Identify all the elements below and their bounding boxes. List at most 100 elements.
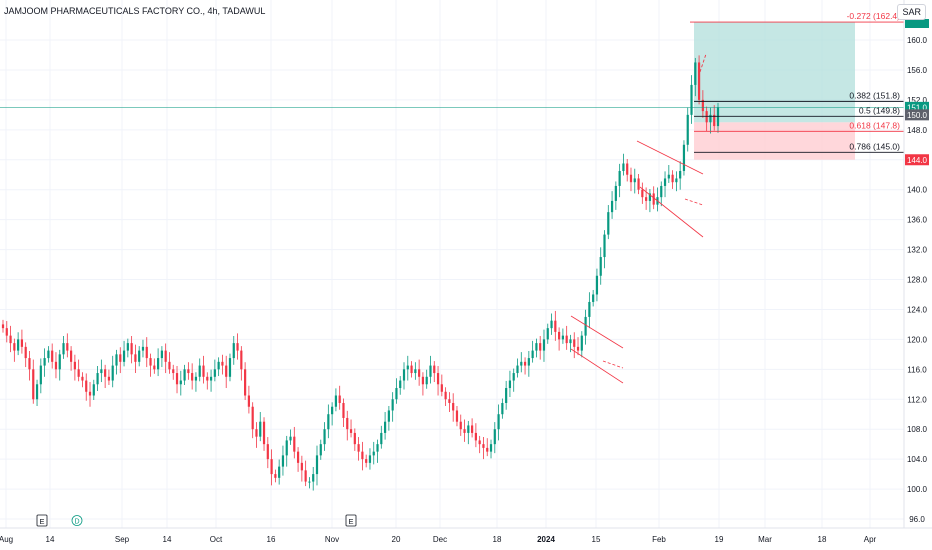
candle-body bbox=[175, 373, 179, 385]
y-tick-label: 136.0 bbox=[907, 216, 928, 225]
x-tick-label: Dec bbox=[433, 535, 447, 544]
candle-body bbox=[289, 436, 292, 441]
candle-body bbox=[512, 373, 515, 381]
channel-line bbox=[602, 360, 624, 369]
channel-line bbox=[639, 186, 704, 238]
candle-body bbox=[406, 365, 409, 370]
candle-body bbox=[66, 343, 69, 351]
candle-body bbox=[5, 328, 8, 336]
candle-body bbox=[236, 343, 239, 351]
price-label-entry: 150.0 bbox=[905, 109, 929, 121]
candle-body bbox=[206, 376, 209, 381]
candle-body bbox=[387, 410, 390, 422]
candle-body bbox=[444, 391, 447, 400]
y-tick-label: 116.0 bbox=[907, 365, 927, 374]
candle-body bbox=[353, 432, 356, 445]
dividend-marker[interactable]: D bbox=[71, 515, 83, 526]
candle-body bbox=[107, 376, 111, 381]
candle-body bbox=[486, 447, 489, 452]
svg-text:150.0: 150.0 bbox=[907, 111, 928, 120]
price-label-target bbox=[905, 19, 929, 28]
candle-body bbox=[482, 444, 485, 448]
time-axis[interactable]: Aug 14 Sep 14 Oct 16 Nov 20 Dec 18 2024 15 Feb 19 Mar 1… bbox=[0, 535, 877, 544]
candle-body bbox=[141, 346, 145, 351]
candle-body bbox=[399, 380, 402, 389]
x-tick-label: 18 bbox=[493, 535, 502, 544]
price-label-stop: 144.0 bbox=[905, 154, 929, 166]
candle-body bbox=[217, 361, 220, 370]
x-tick-label: Aug bbox=[0, 535, 13, 544]
candle-body bbox=[62, 343, 65, 355]
candle-body bbox=[51, 350, 54, 362]
symbol-title: JAMJOOM PHARMACEUTICALS FACTORY CO., 4h,… bbox=[4, 6, 266, 16]
candlestick-series bbox=[1, 55, 720, 491]
position-zones bbox=[694, 22, 855, 160]
candle-body bbox=[372, 451, 375, 456]
price-axis[interactable]: 96.0 100.0 104.0 108.0 112.0 116.0 120.0 124.0 1… bbox=[907, 36, 928, 524]
candle-body bbox=[262, 421, 266, 445]
candle-body bbox=[679, 170, 682, 179]
candle-body bbox=[300, 462, 303, 471]
target-zone bbox=[694, 22, 855, 123]
candle-body bbox=[130, 343, 133, 355]
candle-body bbox=[588, 301, 591, 317]
candle-body bbox=[247, 395, 250, 407]
candle-body bbox=[520, 361, 523, 366]
projection-line bbox=[699, 53, 707, 73]
candle-body bbox=[39, 365, 42, 385]
candle-body bbox=[576, 346, 580, 351]
candle-body bbox=[395, 388, 398, 400]
candle-body bbox=[686, 114, 689, 145]
candle-body bbox=[652, 193, 655, 205]
earnings-marker-2[interactable]: E bbox=[345, 514, 357, 527]
candle-body bbox=[81, 376, 84, 381]
candle-body bbox=[281, 455, 285, 467]
candle-body bbox=[501, 402, 504, 415]
candle-body bbox=[111, 365, 114, 381]
y-tick-label: 104.0 bbox=[907, 455, 928, 464]
candle-body bbox=[641, 189, 644, 198]
candle-body bbox=[402, 369, 406, 381]
candle-body bbox=[697, 62, 701, 100]
candle-body bbox=[126, 343, 129, 351]
candle-body bbox=[713, 114, 716, 127]
candle-body bbox=[334, 395, 338, 407]
x-tick-label: Mar bbox=[758, 535, 772, 544]
candle-body bbox=[667, 174, 670, 179]
candle-body bbox=[368, 455, 372, 463]
candle-body bbox=[119, 354, 122, 362]
candle-body bbox=[304, 470, 307, 482]
candle-body bbox=[474, 432, 477, 441]
y-tick-label: 96.0 bbox=[909, 515, 925, 524]
candle-body bbox=[202, 365, 205, 377]
candle-body bbox=[410, 365, 413, 374]
candle-body bbox=[592, 294, 595, 302]
earnings-marker-1[interactable]: E bbox=[36, 514, 48, 527]
candle-body bbox=[13, 343, 16, 351]
svg-text:E: E bbox=[39, 517, 44, 526]
candle-body bbox=[179, 380, 182, 385]
candle-body bbox=[225, 365, 228, 377]
svg-text:151.0: 151.0 bbox=[907, 103, 928, 112]
y-tick-label: 120.0 bbox=[907, 335, 928, 344]
candle-body bbox=[531, 350, 534, 359]
candle-body bbox=[607, 212, 610, 235]
candle-body bbox=[429, 365, 432, 377]
x-tick-label: 16 bbox=[267, 535, 276, 544]
candle-body bbox=[278, 466, 281, 478]
candle-body bbox=[478, 440, 481, 445]
candle-body bbox=[338, 395, 341, 403]
candle-body bbox=[648, 193, 652, 201]
candle-body bbox=[251, 406, 254, 430]
channel-line bbox=[684, 198, 704, 206]
candle-body bbox=[198, 365, 201, 377]
candle-body bbox=[274, 474, 277, 478]
candle-body bbox=[671, 174, 674, 183]
candle-body bbox=[24, 346, 27, 359]
candle-body bbox=[20, 339, 24, 347]
candle-body bbox=[467, 425, 470, 433]
candle-body bbox=[505, 388, 508, 403]
candle-body bbox=[54, 361, 58, 370]
currency-button[interactable]: SAR bbox=[897, 4, 926, 20]
